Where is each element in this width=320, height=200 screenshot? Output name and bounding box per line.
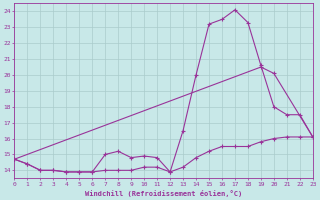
X-axis label: Windchill (Refroidissement éolien,°C): Windchill (Refroidissement éolien,°C) <box>85 190 242 197</box>
